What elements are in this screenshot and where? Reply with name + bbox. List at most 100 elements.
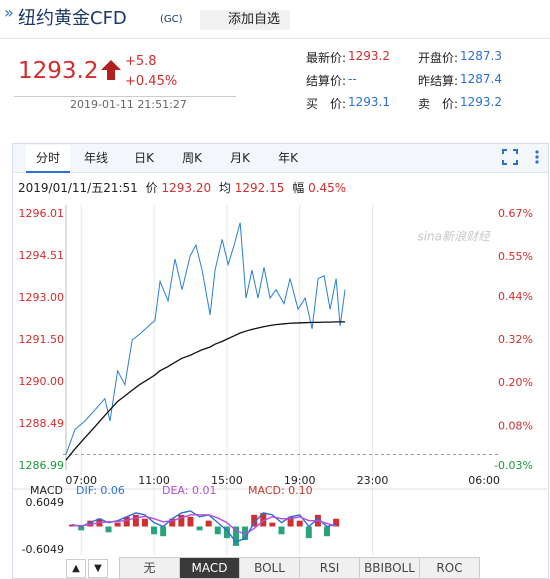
- menu-dot: [535, 160, 539, 164]
- indicator-tab[interactable]: BOLL: [239, 557, 300, 579]
- tab[interactable]: 周K: [182, 151, 202, 165]
- y-tick-label: 1286.99: [19, 459, 65, 472]
- field-value: --: [348, 72, 357, 86]
- title: 纽约黄金CFD: [18, 8, 127, 29]
- y2-tick-label: 0.08%: [498, 419, 533, 432]
- field-label: 开盘价:: [417, 51, 458, 65]
- y2-tick-label: -0.03%: [494, 459, 533, 472]
- legend-entry: MACD: 0.10: [248, 484, 313, 497]
- y-tick-label: 0.6049: [26, 496, 65, 509]
- macd-bar: [132, 514, 139, 527]
- info-label: 均: [218, 181, 231, 195]
- x-tick-label: 07:00: [65, 474, 97, 487]
- field-label: 结算价:: [305, 74, 346, 88]
- add-button[interactable]: 添加自选: [200, 10, 290, 30]
- change-pct: +0.45%: [125, 74, 178, 89]
- macd-bar: [160, 526, 167, 537]
- macd-bar: [151, 526, 158, 535]
- macd-bar: [333, 518, 340, 527]
- macd-title: MACD: [30, 484, 63, 497]
- y2-tick-label: 0.55%: [498, 250, 533, 263]
- macd-bar: [305, 526, 312, 539]
- x-tick-label: 15:00: [211, 474, 243, 487]
- scroll-button[interactable]: ▼: [88, 559, 108, 578]
- info-date: 2019/01/11/五21:51: [18, 181, 138, 195]
- field-value: 1293.2: [348, 49, 390, 63]
- macd-bar: [324, 526, 331, 537]
- average-line: [65, 321, 346, 461]
- macd-bar: [269, 522, 276, 527]
- info-value: 0.45%: [308, 181, 347, 195]
- macd-bar: [260, 512, 267, 527]
- y-tick-label: 1294.51: [19, 249, 65, 262]
- macd-bar: [87, 520, 94, 527]
- legend-entry: DEA: 0.01: [162, 484, 216, 497]
- y2-tick-label: 0.20%: [498, 376, 533, 389]
- y-tick-label: 1290.00: [19, 375, 65, 388]
- macd-bar: [251, 514, 258, 527]
- macd-bar: [169, 518, 176, 527]
- tab[interactable]: 分时: [26, 145, 70, 173]
- y-tick-label: 1288.49: [19, 417, 65, 430]
- y-tick-label: 1291.50: [19, 333, 65, 346]
- y2-tick-label: 0.32%: [498, 333, 533, 346]
- legend-entry: DIF: 0.06: [76, 484, 125, 497]
- menu-dot[interactable]: [535, 150, 539, 154]
- macd-bar: [78, 526, 85, 531]
- up-arrow: [101, 60, 121, 80]
- tab[interactable]: 月K: [230, 151, 250, 165]
- field-label: 最新价:: [305, 51, 346, 65]
- macd-bar: [178, 514, 185, 527]
- fullscreen-icon[interactable]: [502, 149, 518, 165]
- indicator-tab[interactable]: RSI: [299, 557, 360, 579]
- field-label: 卖 价:: [417, 97, 458, 111]
- tab[interactable]: 年K: [278, 151, 298, 165]
- code: (GC): [160, 14, 183, 25]
- macd-bar: [232, 526, 239, 546]
- change: +5.8: [125, 54, 157, 69]
- x-tick-label: 23:00: [357, 474, 389, 487]
- macd-bar: [196, 526, 203, 531]
- macd-bar: [278, 526, 285, 535]
- tab[interactable]: 日K: [134, 151, 154, 165]
- macd-bar: [242, 526, 249, 541]
- indicator-tab[interactable]: MACD: [179, 557, 240, 579]
- y-tick-label: 1296.01: [19, 207, 65, 220]
- x-tick-label: 06:00: [468, 474, 500, 487]
- macd-bar: [187, 516, 194, 527]
- macd-bar: [114, 522, 121, 527]
- y2-tick-label: 0.67%: [498, 207, 533, 220]
- indicator-tab[interactable]: ROC: [419, 557, 480, 579]
- info-label: 价: [145, 181, 158, 195]
- scroll-button[interactable]: ▲: [66, 559, 86, 578]
- divider: [14, 96, 236, 97]
- field-label: 昨结算:: [417, 74, 458, 88]
- y-tick-label: -0.6049: [22, 543, 64, 556]
- price: 1293.2: [18, 58, 99, 84]
- watermark: sina新浪财经: [417, 230, 492, 244]
- quote-time: 2019-01-11 21:51:27: [70, 98, 187, 111]
- macd-bar: [214, 526, 221, 535]
- info-line: 2019/01/11/五21:51 价 1293.20 均 1292.15 幅 …: [18, 179, 346, 196]
- indicator-tab[interactable]: BBIBOLL: [359, 557, 420, 579]
- macd-bar: [296, 520, 303, 527]
- y-tick-label: 1293.00: [19, 291, 65, 304]
- divider: [0, 38, 550, 39]
- indicator-tab[interactable]: 无: [119, 557, 180, 579]
- field-value: 1287.4: [460, 72, 502, 86]
- menu-dot: [535, 155, 539, 159]
- x-tick-label: 19:00: [284, 474, 316, 487]
- price-line: [65, 222, 346, 455]
- macd-bar: [205, 520, 212, 527]
- macd-line: [72, 514, 337, 536]
- tab[interactable]: 年线: [83, 151, 108, 165]
- field-label: 买 价:: [305, 97, 346, 111]
- y2-tick-label: 0.44%: [498, 290, 533, 303]
- tool-icons: [502, 149, 539, 165]
- breadcrumb-icon: »: [4, 3, 14, 22]
- field-value: 1293.2: [460, 95, 502, 109]
- macd-bar: [105, 526, 112, 533]
- tab-bar: [13, 144, 548, 173]
